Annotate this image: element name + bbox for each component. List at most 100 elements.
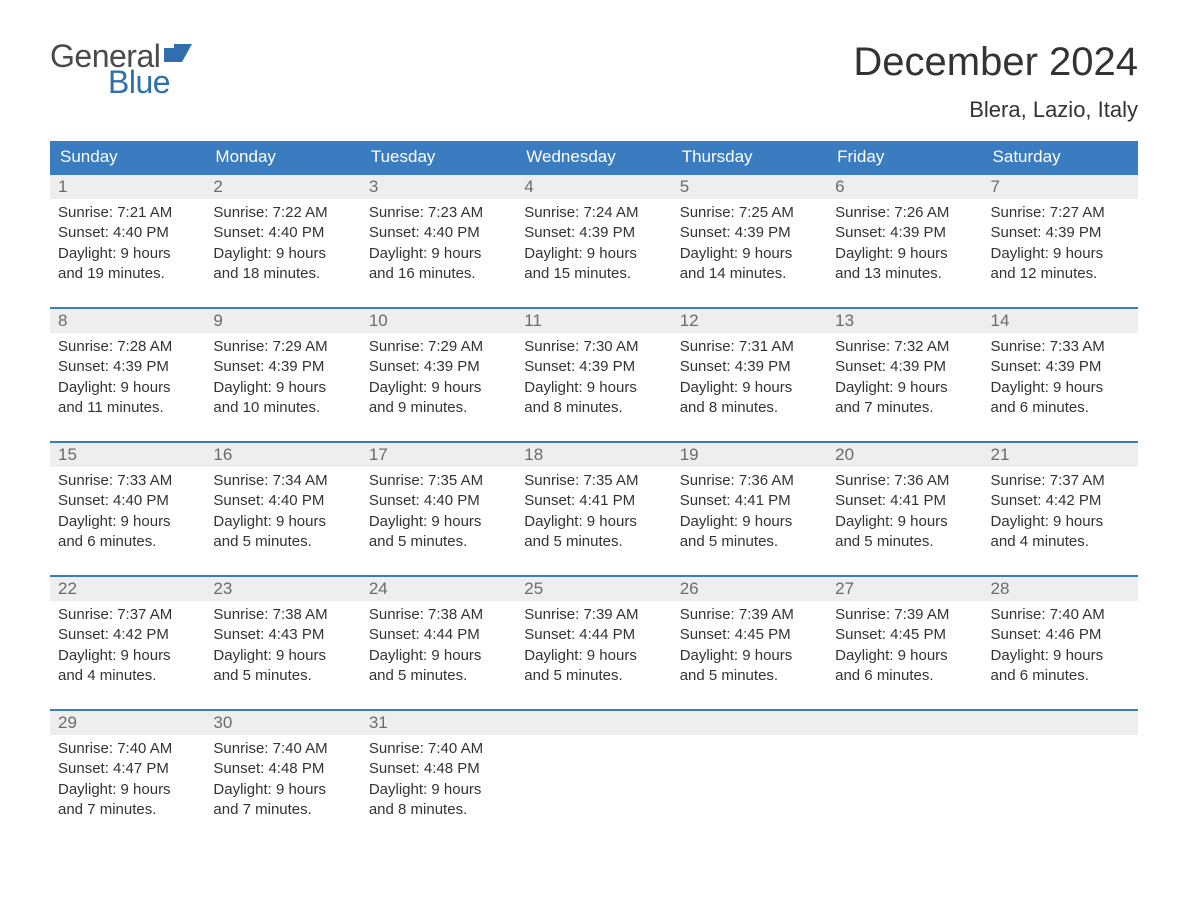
day-content: Sunrise: 7:37 AMSunset: 4:42 PMDaylight:… bbox=[50, 601, 205, 686]
location-label: Blera, Lazio, Italy bbox=[853, 97, 1138, 123]
calendar-day-cell: 22Sunrise: 7:37 AMSunset: 4:42 PMDayligh… bbox=[50, 577, 205, 695]
sunset-text: Sunset: 4:40 PM bbox=[58, 491, 197, 511]
sunrise-text: Sunrise: 7:39 AM bbox=[680, 605, 819, 625]
daylight-text: Daylight: 9 hours and 15 minutes. bbox=[524, 244, 663, 285]
day-content: Sunrise: 7:39 AMSunset: 4:44 PMDaylight:… bbox=[516, 601, 671, 686]
day-number: 21 bbox=[983, 443, 1138, 467]
day-content: Sunrise: 7:21 AMSunset: 4:40 PMDaylight:… bbox=[50, 199, 205, 284]
sunset-text: Sunset: 4:47 PM bbox=[58, 759, 197, 779]
sunrise-text: Sunrise: 7:34 AM bbox=[213, 471, 352, 491]
calendar-day-cell: 12Sunrise: 7:31 AMSunset: 4:39 PMDayligh… bbox=[672, 309, 827, 427]
sunrise-text: Sunrise: 7:36 AM bbox=[680, 471, 819, 491]
day-number: 12 bbox=[672, 309, 827, 333]
calendar-week-row: 8Sunrise: 7:28 AMSunset: 4:39 PMDaylight… bbox=[50, 307, 1138, 427]
logo-text-blue: Blue bbox=[108, 66, 192, 98]
day-content: Sunrise: 7:39 AMSunset: 4:45 PMDaylight:… bbox=[672, 601, 827, 686]
day-content: Sunrise: 7:35 AMSunset: 4:40 PMDaylight:… bbox=[361, 467, 516, 552]
sunrise-text: Sunrise: 7:40 AM bbox=[213, 739, 352, 759]
day-number: 23 bbox=[205, 577, 360, 601]
daylight-text: Daylight: 9 hours and 9 minutes. bbox=[369, 378, 508, 419]
day-content: Sunrise: 7:27 AMSunset: 4:39 PMDaylight:… bbox=[983, 199, 1138, 284]
day-content: Sunrise: 7:22 AMSunset: 4:40 PMDaylight:… bbox=[205, 199, 360, 284]
day-content: Sunrise: 7:36 AMSunset: 4:41 PMDaylight:… bbox=[672, 467, 827, 552]
sunset-text: Sunset: 4:41 PM bbox=[680, 491, 819, 511]
daylight-text: Daylight: 9 hours and 5 minutes. bbox=[524, 646, 663, 687]
day-number: 2 bbox=[205, 175, 360, 199]
sunrise-text: Sunrise: 7:32 AM bbox=[835, 337, 974, 357]
day-number: 16 bbox=[205, 443, 360, 467]
sunrise-text: Sunrise: 7:37 AM bbox=[58, 605, 197, 625]
day-content: Sunrise: 7:38 AMSunset: 4:43 PMDaylight:… bbox=[205, 601, 360, 686]
weekday-friday: Friday bbox=[827, 141, 982, 173]
day-content: Sunrise: 7:38 AMSunset: 4:44 PMDaylight:… bbox=[361, 601, 516, 686]
weekday-thursday: Thursday bbox=[672, 141, 827, 173]
day-content: Sunrise: 7:29 AMSunset: 4:39 PMDaylight:… bbox=[361, 333, 516, 418]
month-title: December 2024 bbox=[853, 40, 1138, 85]
calendar-day-cell: 5Sunrise: 7:25 AMSunset: 4:39 PMDaylight… bbox=[672, 175, 827, 293]
sunset-text: Sunset: 4:42 PM bbox=[991, 491, 1130, 511]
sunset-text: Sunset: 4:46 PM bbox=[991, 625, 1130, 645]
calendar-day-cell: 14Sunrise: 7:33 AMSunset: 4:39 PMDayligh… bbox=[983, 309, 1138, 427]
day-content: Sunrise: 7:34 AMSunset: 4:40 PMDaylight:… bbox=[205, 467, 360, 552]
day-number: 14 bbox=[983, 309, 1138, 333]
day-number bbox=[983, 711, 1138, 735]
title-block: December 2024 Blera, Lazio, Italy bbox=[853, 40, 1138, 123]
daylight-text: Daylight: 9 hours and 8 minutes. bbox=[524, 378, 663, 419]
weekday-saturday: Saturday bbox=[983, 141, 1138, 173]
weekday-sunday: Sunday bbox=[50, 141, 205, 173]
day-content: Sunrise: 7:25 AMSunset: 4:39 PMDaylight:… bbox=[672, 199, 827, 284]
calendar-day-cell: 27Sunrise: 7:39 AMSunset: 4:45 PMDayligh… bbox=[827, 577, 982, 695]
sunset-text: Sunset: 4:43 PM bbox=[213, 625, 352, 645]
calendar-day-cell: 29Sunrise: 7:40 AMSunset: 4:47 PMDayligh… bbox=[50, 711, 205, 829]
daylight-text: Daylight: 9 hours and 10 minutes. bbox=[213, 378, 352, 419]
daylight-text: Daylight: 9 hours and 5 minutes. bbox=[680, 646, 819, 687]
calendar-day-cell: 19Sunrise: 7:36 AMSunset: 4:41 PMDayligh… bbox=[672, 443, 827, 561]
day-number: 18 bbox=[516, 443, 671, 467]
day-number: 31 bbox=[361, 711, 516, 735]
sunrise-text: Sunrise: 7:33 AM bbox=[991, 337, 1130, 357]
day-number: 9 bbox=[205, 309, 360, 333]
daylight-text: Daylight: 9 hours and 4 minutes. bbox=[58, 646, 197, 687]
calendar-week-row: 1Sunrise: 7:21 AMSunset: 4:40 PMDaylight… bbox=[50, 173, 1138, 293]
daylight-text: Daylight: 9 hours and 11 minutes. bbox=[58, 378, 197, 419]
day-number: 25 bbox=[516, 577, 671, 601]
daylight-text: Daylight: 9 hours and 5 minutes. bbox=[835, 512, 974, 553]
sunset-text: Sunset: 4:39 PM bbox=[524, 357, 663, 377]
calendar-week-row: 29Sunrise: 7:40 AMSunset: 4:47 PMDayligh… bbox=[50, 709, 1138, 829]
weekday-tuesday: Tuesday bbox=[361, 141, 516, 173]
sunrise-text: Sunrise: 7:33 AM bbox=[58, 471, 197, 491]
day-number: 28 bbox=[983, 577, 1138, 601]
day-number: 17 bbox=[361, 443, 516, 467]
sunset-text: Sunset: 4:48 PM bbox=[369, 759, 508, 779]
sunset-text: Sunset: 4:40 PM bbox=[213, 491, 352, 511]
sunrise-text: Sunrise: 7:40 AM bbox=[369, 739, 508, 759]
day-content: Sunrise: 7:28 AMSunset: 4:39 PMDaylight:… bbox=[50, 333, 205, 418]
day-number: 6 bbox=[827, 175, 982, 199]
sunset-text: Sunset: 4:44 PM bbox=[369, 625, 508, 645]
calendar-day-cell: 30Sunrise: 7:40 AMSunset: 4:48 PMDayligh… bbox=[205, 711, 360, 829]
daylight-text: Daylight: 9 hours and 5 minutes. bbox=[369, 646, 508, 687]
sunset-text: Sunset: 4:39 PM bbox=[369, 357, 508, 377]
calendar-day-cell: 9Sunrise: 7:29 AMSunset: 4:39 PMDaylight… bbox=[205, 309, 360, 427]
sunrise-text: Sunrise: 7:35 AM bbox=[369, 471, 508, 491]
day-content: Sunrise: 7:26 AMSunset: 4:39 PMDaylight:… bbox=[827, 199, 982, 284]
day-number: 26 bbox=[672, 577, 827, 601]
calendar-day-cell: 6Sunrise: 7:26 AMSunset: 4:39 PMDaylight… bbox=[827, 175, 982, 293]
day-number: 3 bbox=[361, 175, 516, 199]
day-content: Sunrise: 7:23 AMSunset: 4:40 PMDaylight:… bbox=[361, 199, 516, 284]
logo: General Blue bbox=[50, 40, 192, 98]
sunrise-text: Sunrise: 7:39 AM bbox=[835, 605, 974, 625]
daylight-text: Daylight: 9 hours and 5 minutes. bbox=[213, 646, 352, 687]
daylight-text: Daylight: 9 hours and 7 minutes. bbox=[835, 378, 974, 419]
sunset-text: Sunset: 4:45 PM bbox=[835, 625, 974, 645]
sunrise-text: Sunrise: 7:40 AM bbox=[58, 739, 197, 759]
calendar-day-cell: 15Sunrise: 7:33 AMSunset: 4:40 PMDayligh… bbox=[50, 443, 205, 561]
sunrise-text: Sunrise: 7:25 AM bbox=[680, 203, 819, 223]
daylight-text: Daylight: 9 hours and 18 minutes. bbox=[213, 244, 352, 285]
sunset-text: Sunset: 4:39 PM bbox=[58, 357, 197, 377]
day-content: Sunrise: 7:37 AMSunset: 4:42 PMDaylight:… bbox=[983, 467, 1138, 552]
day-content: Sunrise: 7:33 AMSunset: 4:39 PMDaylight:… bbox=[983, 333, 1138, 418]
calendar-day-cell: 8Sunrise: 7:28 AMSunset: 4:39 PMDaylight… bbox=[50, 309, 205, 427]
day-number: 22 bbox=[50, 577, 205, 601]
calendar-day-cell: 28Sunrise: 7:40 AMSunset: 4:46 PMDayligh… bbox=[983, 577, 1138, 695]
